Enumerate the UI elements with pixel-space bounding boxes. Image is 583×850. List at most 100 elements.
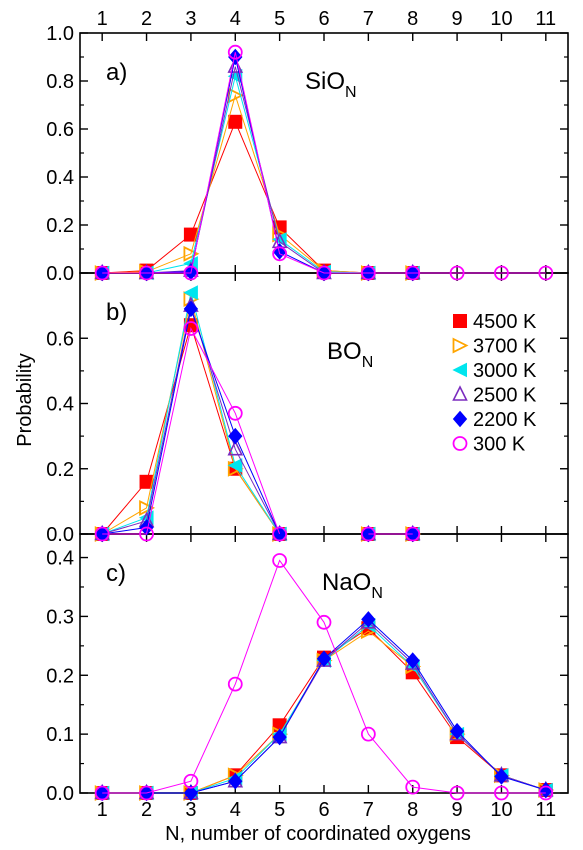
text-layer: 0.00.20.40.60.81.0a) SiON0.00.20.40.6b)BO…	[14, 8, 556, 845]
series-line-4500k	[102, 120, 413, 274]
legend-label: 2500 K	[473, 385, 537, 407]
series-line-3000k	[102, 624, 546, 794]
y-tick-label: 0.8	[46, 71, 74, 93]
data-point	[94, 785, 110, 801]
data-point	[94, 265, 110, 281]
x-tick-label-bottom: 5	[274, 799, 285, 821]
series-line-300k	[102, 327, 413, 535]
species-subscript: N	[345, 84, 357, 101]
x-tick-label-top: 3	[185, 8, 196, 30]
species-name: SiO	[305, 68, 345, 95]
x-tick-label-bottom: 6	[318, 799, 329, 821]
x-tick-label-bottom: 10	[490, 799, 512, 821]
y-tick-label: 0.6	[46, 119, 74, 141]
y-tick-label: 0.0	[46, 263, 74, 285]
data-point	[228, 114, 243, 129]
data-point	[494, 265, 509, 281]
data-point	[183, 245, 200, 262]
series-line-300k	[102, 52, 546, 274]
data-point	[227, 439, 244, 456]
y-tick-label: 0.2	[46, 215, 74, 237]
y-tick-label: 0.4	[46, 394, 74, 416]
data-point	[405, 525, 420, 543]
x-axis-title: N, number of coordinated oxygens	[165, 823, 471, 845]
data-point	[405, 526, 421, 542]
series-line-3700k	[102, 93, 413, 274]
data-point	[139, 526, 154, 542]
data-point	[449, 722, 465, 740]
y-tick-label: 0.2	[46, 665, 74, 687]
legend-marker	[453, 314, 467, 328]
series-line-3700k	[101, 298, 413, 535]
data-point	[316, 650, 332, 668]
legend-label: 3000 K	[473, 360, 537, 382]
data-point	[316, 614, 332, 630]
species-subscript: N	[371, 585, 383, 602]
x-tick-label-top: 2	[141, 8, 152, 30]
x-tick-label-top: 9	[452, 8, 463, 30]
data-point	[494, 768, 509, 785]
data-point	[183, 773, 199, 789]
legend-label: 2200 K	[473, 409, 537, 431]
y-tick-label: 1.0	[46, 23, 74, 45]
x-tick-label-top: 10	[490, 8, 512, 30]
data-point	[360, 726, 376, 742]
series-line-300k	[102, 559, 546, 794]
legend-label: 4500 K	[473, 311, 537, 333]
data-point	[316, 265, 332, 281]
x-tick-label-bottom: 3	[185, 799, 196, 821]
x-tick-label-top: 4	[230, 8, 241, 30]
series-layer	[94, 44, 555, 802]
data-point	[183, 321, 199, 336]
data-point	[361, 525, 376, 543]
y-tick-label: 0.4	[46, 548, 74, 570]
data-point	[95, 525, 110, 543]
data-point	[538, 785, 554, 801]
x-tick-label-bottom: 9	[452, 799, 463, 821]
data-point	[272, 526, 288, 542]
legend-marker	[452, 436, 468, 451]
data-point	[405, 265, 421, 281]
data-point	[227, 676, 243, 692]
data-point	[95, 784, 110, 802]
series-line-2500k	[102, 621, 546, 794]
data-point	[360, 526, 376, 542]
data-point	[95, 264, 110, 282]
y-tick-label: 0.0	[46, 783, 74, 805]
species-name: NaO	[322, 569, 371, 596]
x-tick-label-bottom: 1	[97, 799, 108, 821]
legend-marker	[452, 362, 467, 378]
data-point	[228, 48, 243, 66]
x-tick-label-bottom: 11	[535, 799, 556, 821]
data-point	[227, 405, 243, 421]
x-tick-label-bottom: 7	[363, 799, 374, 821]
data-point	[139, 499, 156, 516]
series-line-2500k	[102, 66, 413, 274]
x-tick-label-bottom: 8	[407, 799, 418, 821]
data-point	[139, 474, 154, 489]
panel-letter: c)	[106, 560, 126, 587]
data-point	[449, 785, 465, 801]
data-point	[272, 525, 287, 543]
x-tick-label-bottom: 2	[141, 799, 152, 821]
legend-marker	[452, 410, 468, 428]
data-point	[183, 265, 199, 281]
legend-label: 300 K	[473, 434, 526, 456]
panel-species-label: NaON	[322, 569, 383, 602]
data-point	[183, 300, 199, 318]
data-point	[361, 611, 376, 628]
species-subscript: N	[362, 354, 374, 371]
y-axis-title: Probability	[14, 353, 36, 446]
data-point	[183, 784, 199, 802]
y-tick-label: 0.0	[46, 524, 74, 546]
panel-letter: b)	[106, 299, 127, 326]
data-point	[228, 427, 243, 445]
y-tick-label: 0.4	[46, 167, 74, 189]
data-point	[272, 232, 287, 247]
x-tick-label-bottom: 4	[230, 799, 241, 821]
x-tick-label-top: 6	[318, 8, 329, 30]
x-tick-label-top: 5	[274, 8, 285, 30]
